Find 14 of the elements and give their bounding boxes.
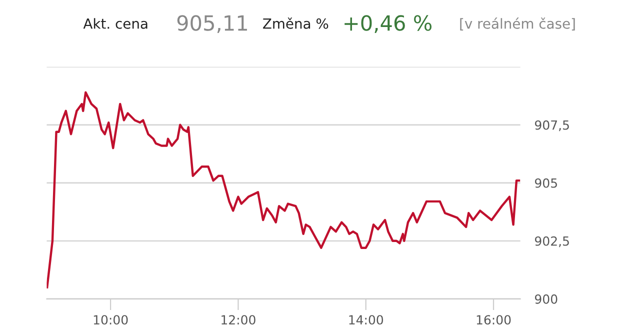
- y-tick-label: 900: [534, 294, 558, 304]
- text: Akt. cena: [83, 18, 148, 29]
- x-tick-label: 14:00: [349, 315, 384, 325]
- y-tick-label: 907,5: [534, 120, 569, 132]
- x-tick-label: 10:00: [94, 315, 128, 325]
- x-tick-label: 16:00: [476, 315, 511, 325]
- text: +0,46 %: [344, 15, 432, 33]
- line-series: [46, 91, 520, 288]
- y-tick-label: 905: [534, 178, 557, 188]
- text: 905,11: [177, 15, 247, 33]
- text: [v reálném čase]: [460, 18, 575, 30]
- text: Změna %: [263, 18, 328, 29]
- y-tick-label: 902,5: [534, 236, 569, 248]
- x-tick-label: 12:00: [222, 315, 256, 325]
